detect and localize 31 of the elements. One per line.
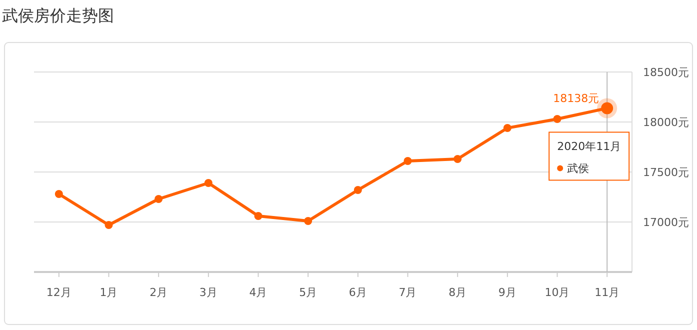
x-tick-label: 1月 <box>100 286 118 299</box>
point <box>254 212 262 220</box>
x-tick-label: 5月 <box>299 286 318 299</box>
x-tick-label: 8月 <box>448 286 467 299</box>
x-tick-label: 7月 <box>398 286 417 299</box>
x-tick-label: 9月 <box>498 286 516 299</box>
x-tick-label: 4月 <box>249 286 268 299</box>
point <box>204 179 212 187</box>
x-tick-label: 12月 <box>46 286 72 299</box>
x-tick-label: 2月 <box>150 286 168 299</box>
y-tick-label: 17000元 <box>643 216 689 229</box>
point <box>553 115 562 123</box>
point <box>503 124 512 132</box>
point <box>354 186 362 194</box>
x-tick-label: 6月 <box>348 286 367 299</box>
x-tick-label: 10月 <box>544 286 570 299</box>
point <box>104 221 113 229</box>
data-label: 18138元 <box>553 92 600 106</box>
annotation: 2020年11月 <box>557 140 622 154</box>
x-tick-label: 11月 <box>594 286 620 299</box>
y-tick-label: 17500元 <box>643 166 689 179</box>
x-tick-label: 3月 <box>199 286 218 299</box>
legend-label: 武侯 <box>567 162 590 176</box>
y-tick-label: 18000元 <box>643 116 689 129</box>
point <box>454 155 462 163</box>
y-tick-label: 18500元 <box>643 66 689 79</box>
point <box>54 190 63 198</box>
point <box>154 195 163 203</box>
chart-title: 武侯房价走势图 <box>2 6 114 25</box>
point <box>404 157 412 165</box>
point <box>304 217 312 225</box>
